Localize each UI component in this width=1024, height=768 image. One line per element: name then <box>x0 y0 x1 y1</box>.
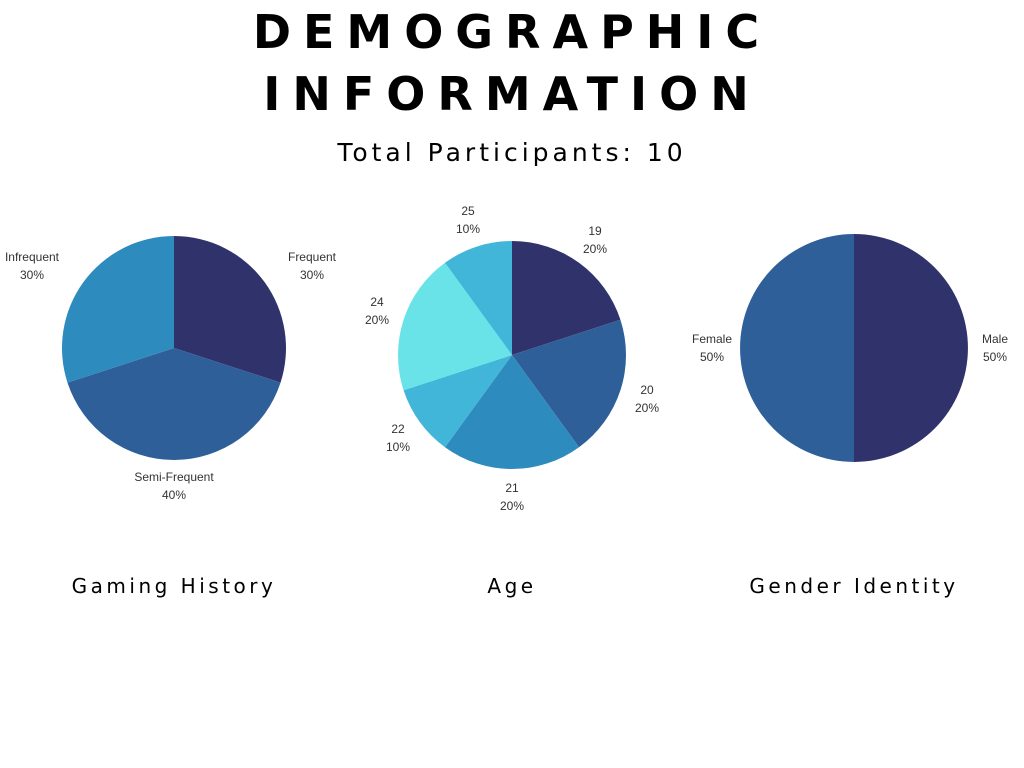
participants-subtitle: Total Participants: 10 <box>337 138 687 167</box>
pie-slice-age-24 <box>397 262 512 391</box>
page-title-line-1: DEMOGRAPHIC <box>252 5 772 59</box>
slice-label-age-20: 20 20% <box>635 383 659 415</box>
slice-label-age-19: 19 20% <box>583 224 607 256</box>
slice-label-gender-identity-female: Female 50% <box>692 332 732 364</box>
chart-caption-age: Age <box>487 574 536 598</box>
pie-slice-gender-identity-female <box>740 234 854 462</box>
pie-slice-age-21 <box>444 355 580 470</box>
slice-label-gender-identity-male: Male 50% <box>982 332 1008 364</box>
page-title-line-2: INFORMATION <box>263 67 761 121</box>
chart-caption-gaming-history: Gaming History <box>72 574 277 598</box>
pie-chart-gaming-history: Frequent 30% Semi-Frequent 40% Infrequent 30%… <box>5 235 337 598</box>
slice-label-gaming-history-infrequent: Infrequent 30% <box>5 250 60 282</box>
slice-label-age-25: 25 10% <box>456 204 480 236</box>
chart-caption-gender-identity: Gender Identity <box>749 574 958 598</box>
slice-label-gaming-history-frequent: Frequent 30% <box>288 250 337 282</box>
slice-label-age-22: 22 10% <box>386 422 410 454</box>
pie-slice-gaming-history-frequent <box>174 236 287 383</box>
pie-slice-age-19 <box>512 241 621 355</box>
pie-slice-gender-identity-male <box>854 234 968 462</box>
pie-slice-age-25 <box>444 241 512 355</box>
slice-label-age-21: 21 20% <box>500 481 524 513</box>
pie-slice-age-22 <box>403 355 512 448</box>
slice-label-age-24: 24 20% <box>365 295 389 327</box>
pie-chart-age: 19 20% 20 20% 21 20% 22 10% 24 20% 25 10% Age <box>365 204 659 598</box>
pie-chart-gender-identity: Male 50% Female 50% Gender Identity <box>692 234 1008 598</box>
slice-label-gaming-history-semi-frequent: Semi-Frequent 40% <box>134 470 214 502</box>
pie-slice-gaming-history-semi-frequent <box>67 348 281 461</box>
pie-slice-gaming-history-infrequent <box>61 235 174 383</box>
pie-slice-age-20 <box>512 319 627 448</box>
